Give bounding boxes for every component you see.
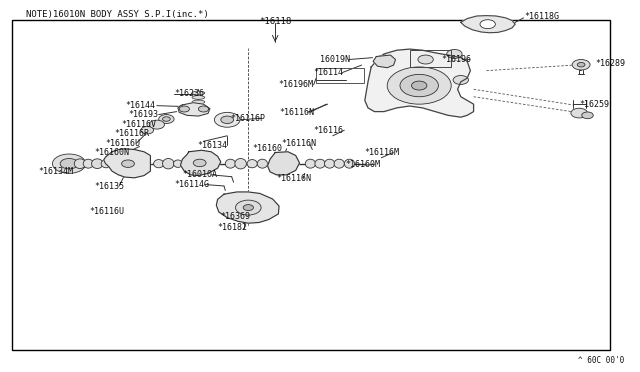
Text: *16114G: *16114G	[174, 180, 209, 189]
Text: *16118: *16118	[259, 17, 291, 26]
Circle shape	[412, 81, 427, 90]
Text: *16116M: *16116M	[365, 148, 400, 157]
Polygon shape	[268, 152, 300, 175]
Ellipse shape	[92, 159, 103, 169]
Bar	[316, 68, 364, 83]
Ellipse shape	[257, 159, 268, 168]
Circle shape	[400, 74, 438, 97]
Polygon shape	[216, 192, 279, 223]
Text: *16134: *16134	[197, 141, 227, 150]
Circle shape	[571, 108, 588, 118]
Polygon shape	[104, 149, 150, 178]
Ellipse shape	[192, 91, 205, 95]
Circle shape	[163, 117, 170, 121]
Circle shape	[60, 158, 78, 169]
Text: *16114: *16114	[314, 68, 344, 77]
Circle shape	[572, 60, 590, 70]
Text: *16182: *16182	[218, 223, 248, 232]
Circle shape	[582, 112, 593, 119]
Circle shape	[577, 62, 585, 67]
Circle shape	[376, 55, 392, 64]
Polygon shape	[180, 150, 221, 176]
Ellipse shape	[334, 159, 344, 168]
Ellipse shape	[192, 109, 205, 113]
Polygon shape	[461, 16, 515, 33]
Ellipse shape	[163, 158, 174, 169]
Text: 16019N: 16019N	[320, 55, 350, 64]
Polygon shape	[178, 103, 210, 116]
Text: *16196: *16196	[442, 55, 472, 64]
Text: *16116U: *16116U	[90, 207, 125, 216]
Circle shape	[243, 205, 253, 211]
Text: *16160N: *16160N	[95, 148, 130, 157]
Bar	[12, 20, 610, 350]
Text: NOTE)16010N BODY ASSY S.P.I(inc.*): NOTE)16010N BODY ASSY S.P.I(inc.*)	[26, 10, 209, 19]
Ellipse shape	[344, 159, 355, 168]
Ellipse shape	[192, 100, 205, 104]
Circle shape	[236, 200, 261, 215]
Ellipse shape	[305, 159, 316, 168]
Text: ^ 60C 00'0: ^ 60C 00'0	[578, 356, 624, 365]
Text: *16135: *16135	[95, 182, 125, 190]
Ellipse shape	[154, 160, 164, 168]
Ellipse shape	[247, 160, 257, 168]
Bar	[410, 50, 451, 67]
Text: *16116P: *16116P	[230, 114, 266, 123]
Ellipse shape	[101, 160, 111, 168]
Text: *16259: *16259	[579, 100, 609, 109]
Text: *16116R: *16116R	[114, 129, 149, 138]
Circle shape	[480, 20, 495, 29]
Circle shape	[214, 112, 240, 127]
Polygon shape	[373, 55, 396, 68]
Text: *16289: *16289	[595, 59, 625, 68]
Ellipse shape	[83, 159, 93, 168]
Text: *16369: *16369	[221, 212, 251, 221]
Text: *16193: *16193	[128, 110, 158, 119]
Circle shape	[141, 126, 154, 134]
Text: *16116V: *16116V	[122, 120, 157, 129]
Text: *16144: *16144	[125, 101, 156, 110]
Circle shape	[198, 106, 209, 112]
Circle shape	[387, 67, 451, 104]
Circle shape	[52, 154, 86, 173]
Text: *16116: *16116	[314, 126, 344, 135]
Text: *16134M: *16134M	[38, 167, 74, 176]
Circle shape	[221, 116, 234, 124]
Ellipse shape	[74, 159, 86, 169]
Text: *16160M: *16160M	[346, 160, 381, 169]
Ellipse shape	[315, 159, 325, 168]
Ellipse shape	[192, 96, 205, 99]
Text: *16116U: *16116U	[106, 139, 141, 148]
Ellipse shape	[173, 160, 182, 167]
Text: *16236: *16236	[174, 89, 204, 98]
Text: *16116N: *16116N	[279, 108, 314, 117]
Circle shape	[179, 106, 189, 112]
Text: *16160: *16160	[253, 144, 283, 153]
Circle shape	[379, 58, 389, 64]
Ellipse shape	[225, 159, 236, 168]
Ellipse shape	[324, 159, 335, 168]
Polygon shape	[365, 49, 474, 117]
Circle shape	[447, 49, 462, 58]
Text: *16118G: *16118G	[525, 12, 560, 21]
Ellipse shape	[192, 105, 205, 108]
Text: *16196M: *16196M	[278, 80, 314, 89]
Text: *16116N: *16116N	[282, 140, 317, 148]
Text: *16010A: *16010A	[182, 170, 218, 179]
Circle shape	[122, 160, 134, 167]
Circle shape	[193, 159, 206, 167]
Circle shape	[418, 55, 433, 64]
Circle shape	[159, 115, 174, 124]
Text: *16116N: *16116N	[276, 174, 312, 183]
Circle shape	[453, 76, 468, 84]
Ellipse shape	[235, 158, 246, 169]
Circle shape	[149, 120, 164, 129]
